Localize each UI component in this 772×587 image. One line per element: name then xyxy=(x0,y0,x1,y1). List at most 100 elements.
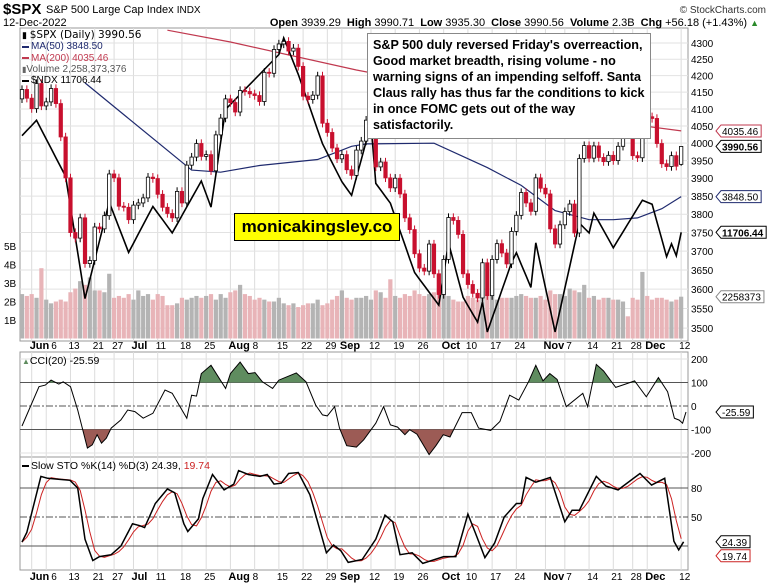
volume-bar xyxy=(174,303,180,339)
legend-cci-text: CCI(20) -25.59 xyxy=(29,355,100,367)
volume-bar xyxy=(422,295,427,339)
volume-bar xyxy=(87,277,92,339)
sto-d-badge-frame xyxy=(715,549,751,563)
volume-bar xyxy=(204,295,209,339)
volume-bar xyxy=(58,299,63,339)
x-tick-label: Aug xyxy=(228,340,249,352)
volume-bar xyxy=(359,297,364,339)
candle-body xyxy=(301,65,306,97)
ndx-line xyxy=(21,35,682,333)
candle-body xyxy=(397,177,403,195)
volume-bar xyxy=(460,301,466,339)
volume-bar xyxy=(281,303,286,339)
x-tick-label: 14 xyxy=(587,572,599,583)
volume-bar xyxy=(407,295,412,339)
candle-body xyxy=(213,134,218,172)
candle-body xyxy=(82,217,88,264)
volume-tick-label: 3B xyxy=(4,279,17,290)
x-tick-label: 11 xyxy=(156,341,167,352)
volume-bar xyxy=(616,299,621,339)
volume-bar xyxy=(664,299,669,339)
volume-bar xyxy=(218,294,223,339)
x-tick-label: 29 xyxy=(325,572,337,583)
ma50-swatch xyxy=(22,45,29,48)
x-tick-label: 24 xyxy=(514,572,526,583)
volume-bar xyxy=(562,295,567,339)
volume-bar xyxy=(310,303,315,339)
volume-bar xyxy=(669,301,674,339)
volume-bar xyxy=(674,299,679,339)
candle-body xyxy=(601,157,606,163)
candle-body xyxy=(218,117,223,136)
symbol-name: S&P 500 Large Cap Index INDX xyxy=(46,4,201,16)
candle-body xyxy=(34,83,39,110)
x-tick-label: 17 xyxy=(490,341,502,352)
price-tick-label: 4100 xyxy=(691,105,714,116)
price-badge: 3990.56 xyxy=(722,142,759,153)
sto-k-badge-frame xyxy=(715,535,751,549)
candle-body xyxy=(436,273,441,295)
volume-bar xyxy=(301,305,306,339)
volume-bar xyxy=(116,295,122,339)
volume-label: Volume xyxy=(569,17,609,29)
x-tick-label: 19 xyxy=(393,341,405,352)
volume-bar xyxy=(533,297,538,339)
candle-body xyxy=(451,217,456,221)
x-tick-label: 15 xyxy=(277,341,289,352)
x-tick-label: 28 xyxy=(631,341,643,352)
volume-bar xyxy=(480,294,485,339)
volume-bar xyxy=(519,294,524,339)
x-tick-label: 11 xyxy=(156,572,167,583)
x-tick-label: 7 xyxy=(566,341,572,352)
volume-bar xyxy=(315,299,320,339)
volume-bar xyxy=(228,292,233,339)
candle-body xyxy=(121,205,126,208)
volume-bar xyxy=(557,294,563,339)
cci-line xyxy=(21,361,687,456)
legend-price: ▮ $SPX (Daily) 3990.56 xyxy=(22,29,141,41)
x-tick-label: Jun xyxy=(30,571,50,583)
volume-bar xyxy=(451,299,456,339)
candle-body xyxy=(616,145,621,161)
volume-bar xyxy=(320,305,325,339)
volume-bar xyxy=(330,299,335,339)
x-tick-label: 13 xyxy=(68,341,80,352)
x-tick-label: 28 xyxy=(631,572,643,583)
volume-bar xyxy=(44,299,49,339)
candle-body xyxy=(334,147,340,160)
candle-body xyxy=(596,145,601,158)
sto-k-badge-group: 24.39 xyxy=(715,535,751,549)
volume-bars-icon: ▮ xyxy=(22,64,27,74)
volume-bar xyxy=(606,297,611,339)
volume-bar xyxy=(262,299,267,339)
candle-body xyxy=(252,93,257,96)
x-tick-label: 12 xyxy=(369,341,381,352)
candle-body xyxy=(339,154,344,160)
candle-body xyxy=(591,145,597,159)
volume-bar xyxy=(257,297,262,339)
price-tick-label: 3700 xyxy=(691,247,714,258)
volume-bar xyxy=(150,299,155,339)
candle-body xyxy=(393,177,398,189)
legend-sto-d-text: 19.74 xyxy=(183,460,210,472)
candle-body xyxy=(141,197,146,204)
sto-k-badge: 24.39 xyxy=(722,538,747,549)
volume-bar xyxy=(441,294,446,339)
volume-bar xyxy=(276,297,281,339)
candle-body xyxy=(73,232,78,239)
x-tick-label: 12 xyxy=(679,341,691,352)
volume-bar xyxy=(596,299,601,339)
ma50-line xyxy=(84,82,682,221)
candle-body xyxy=(441,259,446,295)
candle-body xyxy=(136,202,141,206)
candle-body xyxy=(276,43,281,50)
price-tick-label: 3800 xyxy=(691,210,714,221)
candle-body xyxy=(412,229,417,255)
candle-body xyxy=(572,203,577,234)
volume-bar xyxy=(586,297,592,339)
volume-bar xyxy=(271,301,277,339)
open-label: Open xyxy=(269,17,298,29)
cci-badge: -25.59 xyxy=(722,408,751,419)
candle-body xyxy=(310,94,315,100)
candle-body xyxy=(116,177,122,207)
